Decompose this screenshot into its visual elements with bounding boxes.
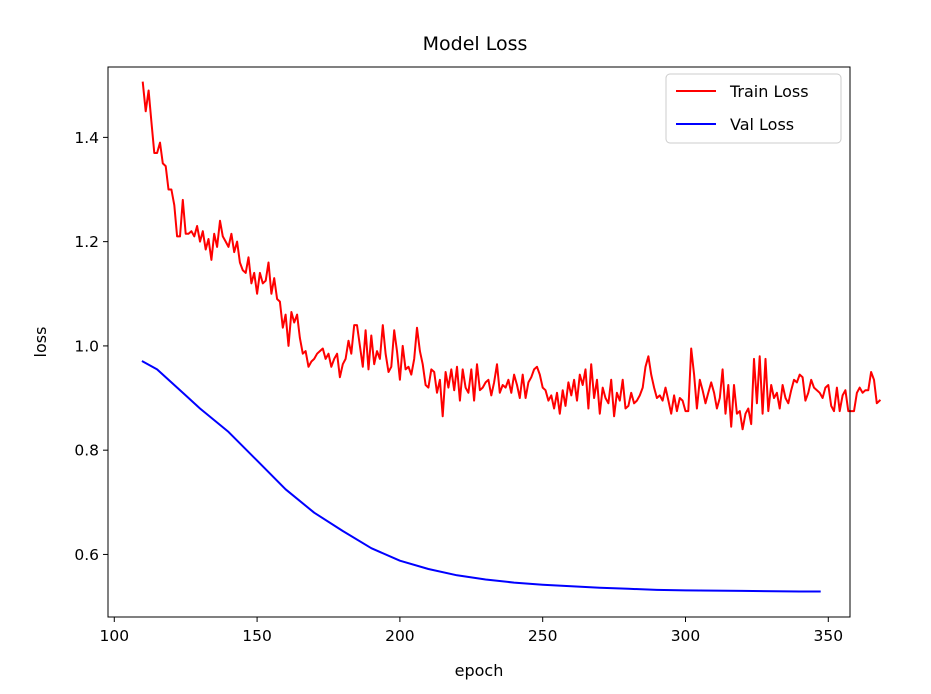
y-tick-label: 1.4 <box>74 129 99 147</box>
x-tick-label: 100 <box>99 627 129 645</box>
x-axis: 100 150 200 250 300 350 <box>99 617 843 645</box>
y-tick-label: 1.0 <box>74 337 99 355</box>
y-axis: 0.6 0.8 1.0 1.2 1.4 <box>74 129 108 564</box>
plot-lines <box>141 81 882 593</box>
legend-label-val-loss: Val Loss <box>730 115 794 134</box>
chart-title: Model Loss <box>423 33 528 55</box>
y-axis-label: loss <box>31 327 50 358</box>
x-tick-label: 250 <box>528 627 558 645</box>
legend-label-train-loss: Train Loss <box>729 82 809 101</box>
series-line-train-loss <box>141 81 882 431</box>
x-tick-label: 300 <box>671 627 701 645</box>
plot-frame <box>107 66 851 618</box>
legend: Train Loss Val Loss <box>665 73 842 144</box>
x-tick-label: 150 <box>242 627 272 645</box>
x-axis-label: epoch <box>455 661 504 680</box>
x-tick-label: 350 <box>813 627 843 645</box>
y-tick-label: 1.2 <box>74 233 99 251</box>
x-tick-label: 200 <box>385 627 415 645</box>
y-tick-label: 0.8 <box>74 442 99 460</box>
series-line-val-loss <box>141 360 821 593</box>
y-tick-label: 0.6 <box>74 546 99 564</box>
